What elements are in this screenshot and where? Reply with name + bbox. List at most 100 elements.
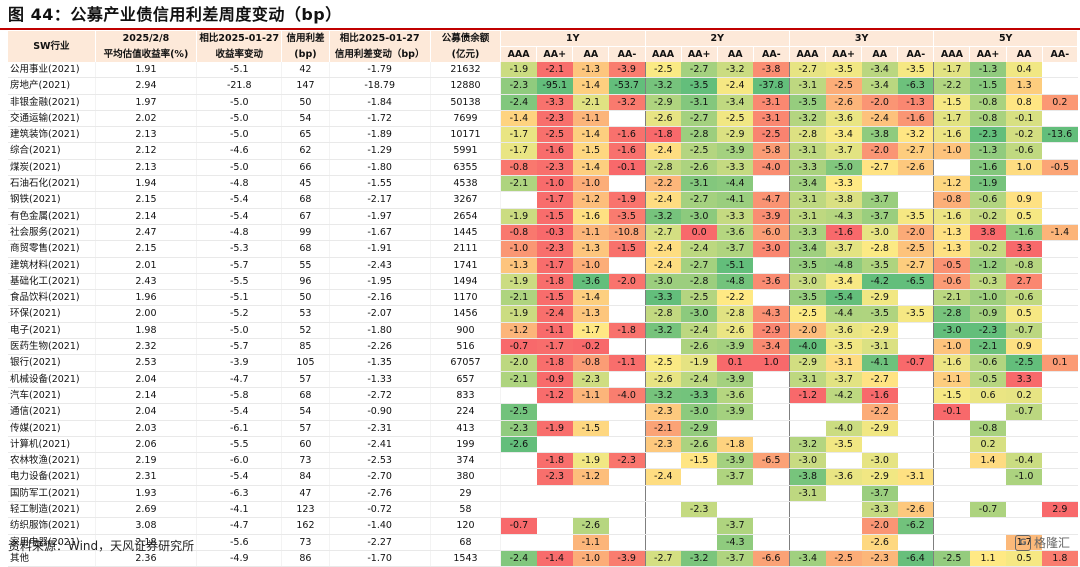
industry-name: 机械设备(2021) (8, 371, 96, 388)
spread-change-cell: -2.3 (572, 371, 609, 388)
spread-change-cell (753, 468, 790, 486)
spread-change-cell (536, 501, 573, 519)
spread-change-cell: -53.7 (608, 77, 646, 95)
header-rating: AAA (789, 46, 827, 62)
spread-change-cell (753, 485, 790, 503)
cell-spread: 68 (281, 240, 330, 258)
spread-change-cell: -0.8 (500, 159, 537, 177)
spread-change-cell: -3.4 (825, 273, 862, 291)
spread-change-cell (897, 175, 935, 193)
spread-change-cell: -4.2 (861, 273, 898, 291)
cell-yield-chg: -4.1 (196, 501, 283, 519)
spread-change-cell: -3.1 (789, 485, 826, 503)
cell-spread-chg: -2.16 (329, 289, 431, 307)
cell-balance: 5991 (430, 142, 502, 160)
table-row: 食品饮料(2021) 1.96 -5.1 50 -2.16 1170 -2.1 -1.5 -1.… (8, 289, 1078, 307)
cell-yield: 2.43 (95, 273, 198, 291)
spread-change-cell: -3.9 (608, 550, 646, 567)
table-row: 汽车(2021) 2.14 -5.8 68 -2.72 833 -1.2 -1.1 -4.0 -3… (8, 387, 1078, 405)
table-header: SW行业 2025/2/8 相比2025-01-27 信用利差 相比2025-0… (8, 31, 1079, 62)
spread-change-cell (717, 420, 754, 437)
cell-spread-chg: -1.55 (329, 175, 431, 193)
spread-change-cell (645, 534, 682, 551)
cell-yield: 1.94 (95, 175, 198, 193)
spread-change-cell: -1.9 (500, 208, 537, 225)
header-tenor-2y: 2Y (645, 31, 790, 47)
spread-change-cell (645, 452, 682, 470)
spread-change-cell: -95.1 (536, 77, 573, 95)
spread-change-cell: -1.8 (536, 273, 573, 291)
industry-name: 纺织服饰(2021) (8, 517, 96, 535)
spread-change-cell: -6.5 (753, 452, 790, 470)
table-row: 环保(2021) 2.00 -5.2 53 -2.07 1456 -1.9 -2.4 -1.3 -… (8, 305, 1078, 323)
cell-spread: 86 (281, 550, 330, 567)
cell-yield-chg: -5.0 (196, 110, 283, 128)
header-spread: 信用利差 (281, 31, 330, 47)
table-row: 建筑材料(2021) 2.01 -5.7 55 -2.43 1741 -1.3 -1.7 -1.… (8, 257, 1078, 274)
spread-change-cell: -3.7 (861, 208, 898, 225)
spread-change-cell: -3.6 (717, 387, 754, 405)
cell-spread: 96 (281, 273, 330, 291)
cell-balance: 21632 (430, 62, 502, 79)
spread-change-cell: -3.9 (753, 208, 790, 225)
cell-spread-chg: -2.41 (329, 436, 431, 454)
spread-change-cell: -1.3 (500, 257, 537, 274)
header-tenor-5y: 5Y (933, 31, 1078, 47)
spread-change-cell: -2.2 (933, 77, 970, 95)
spread-change-cell: -2.5 (753, 126, 790, 144)
table-row: 银行(2021) 2.53 -3.9 105 -1.35 67057 -2.0 -1.8 -0.… (8, 354, 1078, 372)
spread-change-cell: -2.6 (572, 517, 609, 535)
spread-change-cell (825, 534, 862, 551)
spread-change-cell: -2.0 (861, 517, 898, 535)
spread-change-cell: -1.2 (789, 387, 826, 405)
spread-change-cell: -13.6 (1042, 126, 1078, 144)
spread-change-cell: -2.8 (933, 305, 970, 323)
cell-spread-chg: -1.89 (329, 126, 431, 144)
spread-change-cell: -3.7 (861, 485, 898, 503)
spread-change-cell: -2.0 (861, 94, 898, 111)
spread-change-cell: -0.5 (969, 371, 1007, 388)
spread-change-cell (1042, 110, 1078, 128)
spread-change-cell: -2.7 (681, 257, 718, 274)
cell-yield-chg: -5.6 (196, 534, 283, 551)
spread-change-cell: -1.7 (500, 142, 537, 160)
spread-change-cell: -0.6 (1006, 142, 1043, 160)
spread-change-cell (536, 517, 573, 535)
figure-title: 图 44：公募产业债信用利差周度变动（bp） (8, 5, 342, 24)
spread-change-cell (608, 338, 646, 356)
spread-change-cell: -6.6 (753, 550, 790, 567)
spread-change-cell: -1.6 (861, 387, 898, 405)
spread-change-cell: -3.3 (789, 159, 826, 177)
industry-name: 建筑装饰(2021) (8, 126, 96, 144)
spread-change-cell: -3.1 (897, 468, 935, 486)
spread-change-cell: -2.5 (825, 77, 862, 95)
spread-change-cell (861, 436, 898, 454)
cell-yield: 2.06 (95, 436, 198, 454)
spread-change-cell: -3.4 (717, 94, 754, 111)
spread-change-cell: -1.2 (933, 175, 970, 193)
spread-change-cell (572, 485, 609, 503)
spread-change-cell: -0.2 (572, 338, 609, 356)
cell-spread-chg: -2.70 (329, 468, 431, 486)
spread-change-cell: -2.7 (897, 142, 935, 160)
industry-name: 商贸零售(2021) (8, 240, 96, 258)
spread-change-cell (897, 452, 935, 470)
cell-spread: 57 (281, 371, 330, 388)
industry-name: 轻工制造(2021) (8, 501, 96, 519)
spread-change-cell: -0.7 (1006, 403, 1043, 421)
spread-change-cell: -2.5 (681, 142, 718, 160)
header-avg-yield: 平均估值收益率(%) (95, 46, 198, 62)
cell-spread-chg: -2.07 (329, 305, 431, 323)
cell-spread: 73 (281, 534, 330, 551)
table-row: 有色金属(2021) 2.14 -5.4 67 -1.97 2654 -1.9 -1.5 -1.… (8, 208, 1078, 225)
spread-change-cell (608, 420, 646, 437)
cell-yield-chg: -6.1 (196, 420, 283, 437)
spread-change-cell: -1.8 (645, 126, 682, 144)
spread-change-cell (861, 175, 898, 193)
cell-spread: 52 (281, 322, 330, 340)
spread-change-cell (1042, 62, 1078, 79)
spread-change-cell: -3.7 (825, 240, 862, 258)
industry-name: 钢铁(2021) (8, 191, 96, 209)
spread-table: SW行业 2025/2/8 相比2025-01-27 信用利差 相比2025-0… (8, 31, 1079, 567)
spread-change-cell: -2.0 (897, 224, 935, 242)
